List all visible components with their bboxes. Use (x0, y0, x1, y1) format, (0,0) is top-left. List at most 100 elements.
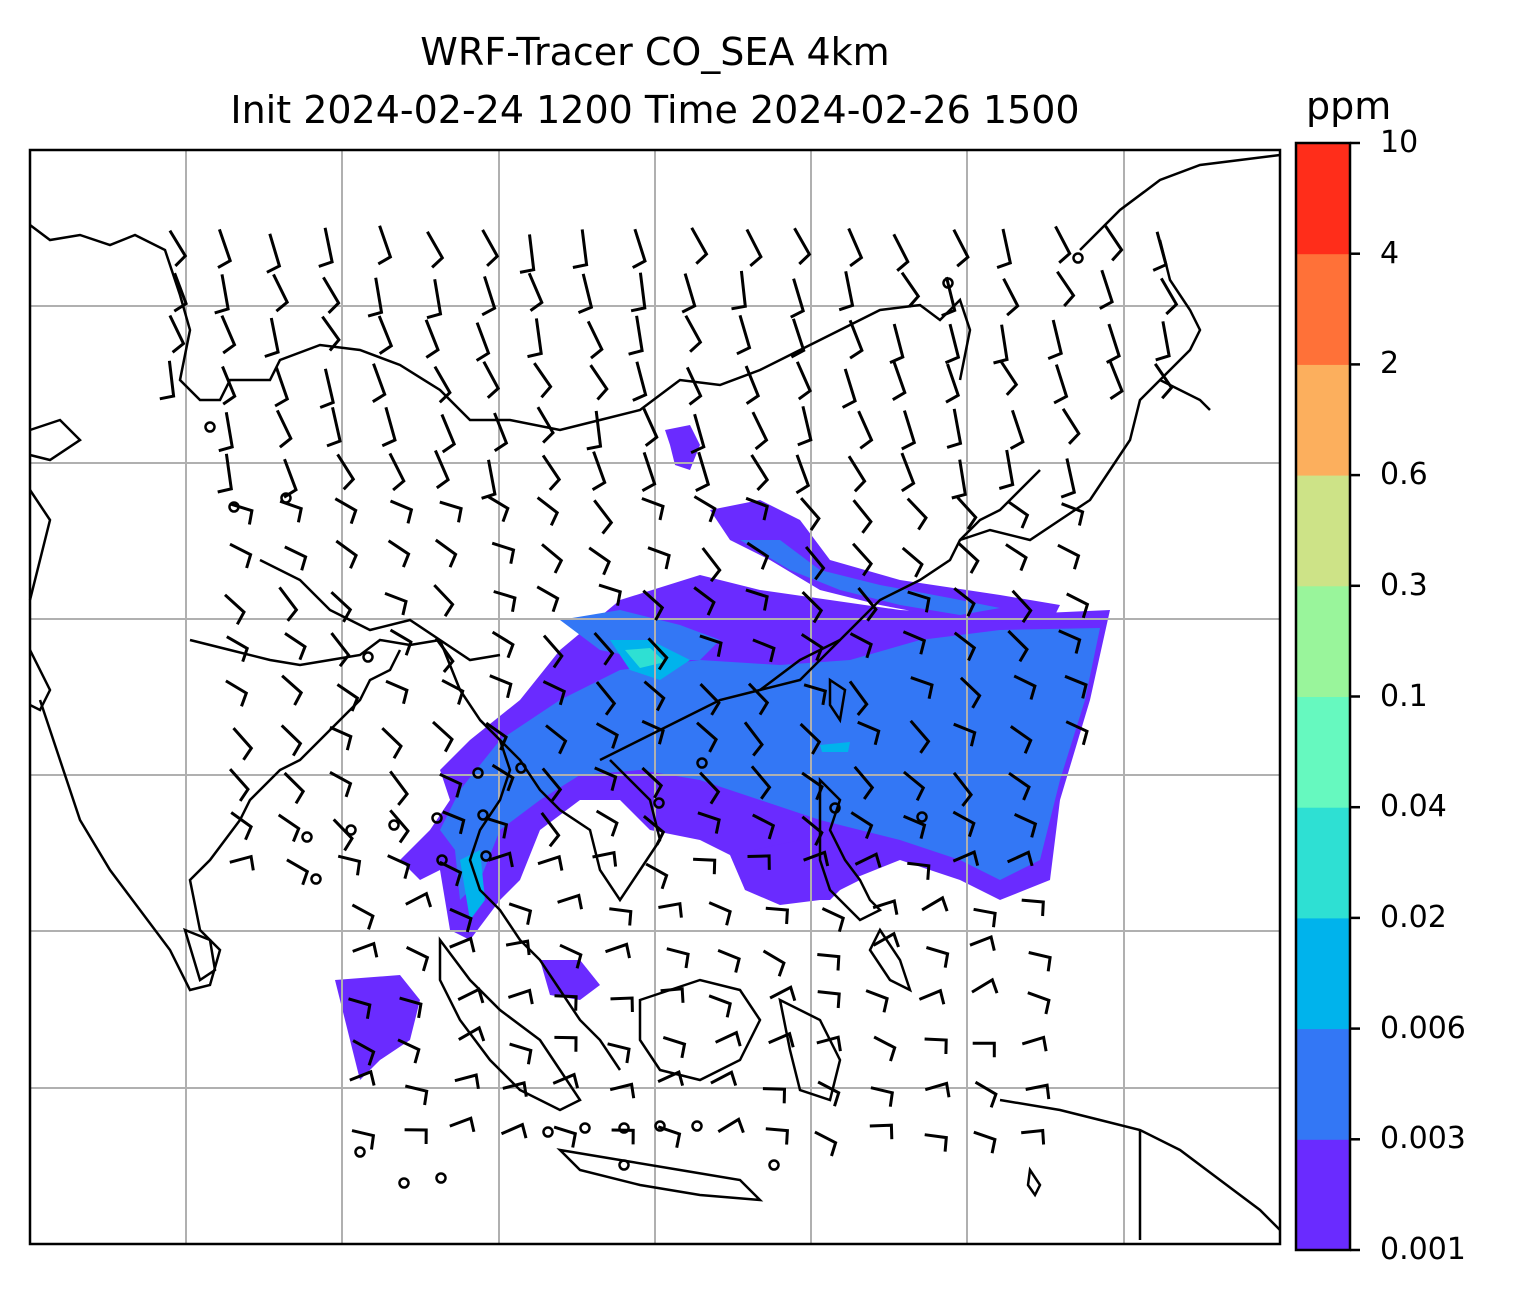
map-subtitle: Init 2024-02-24 1200 Time 2024-02-26 150… (230, 88, 1080, 132)
wind-barb (1155, 321, 1171, 362)
wind-barb (318, 227, 334, 268)
wind-barb (280, 724, 303, 757)
wind-barb (1013, 813, 1038, 838)
wind-barb (924, 1081, 951, 1098)
wind-barb (1008, 771, 1031, 801)
wind-barb (745, 228, 763, 268)
wind-barb (527, 318, 543, 359)
wind-barb (953, 587, 976, 617)
wind-barb (377, 315, 394, 355)
wind-barb (440, 413, 457, 454)
wind-barb (848, 319, 864, 360)
wind-barb (439, 500, 463, 523)
wind-barb (662, 1035, 687, 1059)
wind-barb (542, 634, 564, 669)
wind-barb (1099, 269, 1114, 310)
wind-barb (397, 1038, 421, 1064)
wind-barb (225, 679, 249, 707)
wind-barb (762, 949, 786, 977)
wind-barb (351, 1129, 376, 1150)
wind-barb (852, 499, 873, 534)
wind-barb (921, 895, 949, 912)
wind-barb (918, 988, 946, 1005)
wind-barb (803, 683, 828, 706)
wind-barb (389, 628, 413, 656)
wind-barb (799, 722, 822, 755)
colorbar-tick-label: 0.3 (1380, 567, 1428, 603)
wind-barb (902, 630, 927, 655)
wind-barb (595, 681, 617, 716)
wind-barb (744, 365, 761, 405)
plume-patch-gulf (540, 960, 600, 1000)
wind-barb (279, 499, 303, 523)
wind-barb (214, 274, 230, 315)
wind-barb (1002, 278, 1020, 317)
wind-barb (641, 451, 657, 493)
wind-barb (485, 721, 508, 751)
wind-barb (848, 680, 869, 716)
wind-barb (159, 360, 176, 401)
wind-barb (821, 907, 845, 933)
wind-barb (973, 1130, 997, 1154)
wind-barb (641, 497, 665, 521)
calm-wind-marker (654, 1120, 666, 1132)
wind-barb (493, 590, 517, 612)
wind-barb (747, 854, 771, 870)
wind-barb (434, 449, 450, 490)
wind-barb (1065, 720, 1089, 746)
calm-wind-marker (398, 1177, 410, 1189)
colorbar-tick-label: 0.6 (1380, 457, 1428, 493)
wind-barb (218, 412, 234, 453)
plume-band-mid (440, 628, 1100, 900)
wind-barb (996, 228, 1013, 270)
wind-barb (168, 229, 188, 267)
wind-barb (699, 634, 723, 657)
wind-barb (814, 1130, 838, 1157)
wind-barb (230, 811, 253, 841)
wind-barb (426, 230, 445, 269)
wind-barb (647, 637, 669, 671)
calm-wind-marker (388, 819, 400, 831)
colorbar (1294, 141, 1360, 1252)
wind-barb (557, 893, 583, 910)
calm-wind-marker (829, 802, 841, 814)
wind-barb (630, 272, 647, 313)
wind-barb (586, 320, 604, 360)
wind-barb (690, 413, 706, 455)
wind-barb (952, 850, 980, 866)
wind-barb (349, 1069, 376, 1086)
wind-barb (854, 852, 882, 869)
wind-barb (1047, 319, 1063, 360)
map-frame (28, 148, 1282, 1246)
wind-barb (746, 541, 770, 570)
wind-barb (957, 542, 980, 574)
wind-barb (847, 227, 864, 268)
wind-barb (559, 943, 583, 969)
wind-barb (892, 361, 907, 401)
map-gridlines (30, 150, 1280, 1244)
wind-barb (790, 318, 806, 359)
wind-barb (1013, 674, 1037, 700)
wind-barb (541, 543, 564, 574)
wind-barb (493, 412, 509, 453)
calm-wind-marker (480, 850, 492, 862)
plume-band-mid-north (560, 610, 720, 660)
wind-barb (710, 1070, 738, 1087)
wind-barb (708, 994, 732, 1018)
wind-barb (717, 949, 741, 973)
wind-barb (500, 1122, 528, 1139)
wind-barb (482, 360, 501, 399)
colorbar-tick-label: 0.04 (1380, 789, 1447, 825)
wind-barb (275, 409, 293, 449)
wind-barb (799, 497, 821, 531)
wind-barb (519, 234, 536, 274)
wind-barb (387, 854, 411, 879)
wind-barb (426, 279, 443, 320)
wind-barb (588, 546, 611, 576)
wind-barb (765, 1127, 789, 1145)
wind-barb (610, 996, 634, 1013)
colorbar-segment (1296, 696, 1350, 808)
wind-barb (752, 813, 776, 840)
wind-barb (284, 632, 307, 661)
calm-wind-marker (477, 809, 489, 821)
